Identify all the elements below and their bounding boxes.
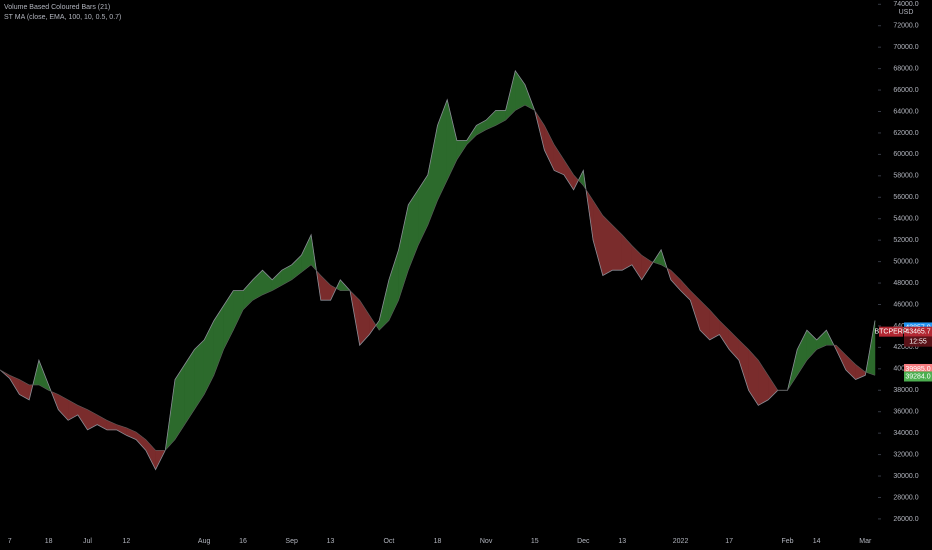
y-tick-label: 50000.0 xyxy=(893,258,918,265)
x-tick-label: 15 xyxy=(531,538,539,545)
y-tick-label: 52000.0 xyxy=(893,237,918,244)
price-label-box xyxy=(904,363,932,374)
band-fill xyxy=(796,330,808,377)
symbol-box xyxy=(879,326,903,337)
band-fill xyxy=(301,234,312,273)
band-fill xyxy=(553,143,565,176)
y-tick-label: 26000.0 xyxy=(893,516,918,523)
x-tick-label: 17 xyxy=(725,538,733,545)
band-fill xyxy=(515,69,526,111)
band-fill xyxy=(369,314,377,336)
band-fill xyxy=(213,304,224,376)
band-fill xyxy=(437,99,448,201)
band-fill xyxy=(233,290,244,331)
price-label: 43465.7 xyxy=(905,329,930,336)
y-tick-label: 38000.0 xyxy=(893,387,918,394)
band-fill xyxy=(845,354,856,381)
price-label: 39284.0 xyxy=(905,373,930,380)
band-fill xyxy=(602,214,613,276)
band-fill xyxy=(592,199,604,276)
band-fill xyxy=(544,125,555,171)
band-fill xyxy=(184,348,195,426)
band-fill xyxy=(203,320,215,395)
axis-labels: 26000.0 28000.0 30000.0 32000.0 34000.0 36000… xyxy=(8,1,932,545)
x-tick-label: 14 xyxy=(813,538,821,545)
x-tick-label: 18 xyxy=(45,538,53,545)
y-tick-label: 62000.0 xyxy=(893,130,918,137)
y-tick-label: 58000.0 xyxy=(893,173,918,180)
y-tick-label: 74000.0 xyxy=(893,1,918,8)
band-fill xyxy=(194,339,205,411)
x-tick-label: Sep xyxy=(285,538,298,545)
x-tick-label: 12 xyxy=(122,538,130,545)
price-label: 39985.0 xyxy=(905,366,930,373)
y-tick-label: 32000.0 xyxy=(893,451,918,458)
x-tick-label: Aug xyxy=(198,538,211,545)
indicator-label: ST MA (close, EMA, 100, 10, 0.5, 0.7) xyxy=(4,14,121,21)
symbol-label: BTCPERP xyxy=(874,329,907,336)
price-label-box xyxy=(904,326,932,337)
band-fill xyxy=(690,289,701,331)
y-tick-label: 64000.0 xyxy=(893,108,918,115)
x-tick-label: Dec xyxy=(577,538,590,545)
y-tick-label: 46000.0 xyxy=(893,301,918,308)
band-fill xyxy=(485,109,497,131)
x-tick-label: 13 xyxy=(327,538,335,545)
series-line xyxy=(0,69,876,471)
y-tick-label: 42000.0 xyxy=(893,344,918,351)
x-tick-label: Mar xyxy=(859,538,872,545)
x-tick-label: Oct xyxy=(383,538,394,545)
y-tick-label: 60000.0 xyxy=(893,151,918,158)
band-fill xyxy=(816,329,827,350)
band-fill xyxy=(699,299,710,341)
y-tick-label: 66000.0 xyxy=(893,87,918,94)
x-tick-label: Nov xyxy=(480,538,493,545)
band-fill xyxy=(680,279,691,301)
band-fill xyxy=(58,394,69,421)
band-fill xyxy=(174,363,185,441)
indicator-label: Volume Based Coloured Bars (21) xyxy=(4,4,110,11)
y-tick-label: 48000.0 xyxy=(893,280,918,287)
y-tick-label: 28000.0 xyxy=(893,494,918,501)
plot-area xyxy=(0,69,876,471)
band-fill xyxy=(563,158,574,191)
x-tick-label: 16 xyxy=(239,538,247,545)
series-line xyxy=(0,104,876,451)
band-fill xyxy=(427,125,438,226)
band-fill xyxy=(145,438,156,470)
y-tick-label: 54000.0 xyxy=(893,216,918,223)
x-tick-label: 2022 xyxy=(673,538,689,545)
band-fill xyxy=(106,419,117,431)
band-fill xyxy=(758,359,769,406)
band-fill xyxy=(670,269,681,292)
y-tick-label: 30000.0 xyxy=(893,473,918,480)
y-tick-label: 56000.0 xyxy=(893,194,918,201)
band-fill xyxy=(446,99,458,181)
band-fill xyxy=(748,348,759,407)
x-tick-label: 18 xyxy=(434,538,442,545)
band-fill xyxy=(719,319,730,351)
y-tick-label: 34000.0 xyxy=(893,430,918,437)
price-label-box xyxy=(904,371,932,382)
band-fill xyxy=(612,224,623,271)
currency-label: USD xyxy=(899,9,914,16)
y-tick-label: 72000.0 xyxy=(893,23,918,30)
band-fill xyxy=(320,274,331,301)
y-tick-label: 36000.0 xyxy=(893,409,918,416)
countdown-box xyxy=(904,336,932,347)
x-tick-label: 7 xyxy=(8,538,12,545)
x-tick-label: Jul xyxy=(83,538,92,545)
band-fill xyxy=(359,299,370,346)
band-fill xyxy=(223,289,234,350)
y-tick-label: 70000.0 xyxy=(893,44,918,51)
y-tick-label: 68000.0 xyxy=(893,65,918,72)
x-tick-label: 13 xyxy=(618,538,626,545)
band-fill xyxy=(271,269,283,291)
countdown-label: 12:55 xyxy=(909,339,927,346)
band-fill xyxy=(495,110,506,126)
x-tick-label: Feb xyxy=(781,538,793,545)
